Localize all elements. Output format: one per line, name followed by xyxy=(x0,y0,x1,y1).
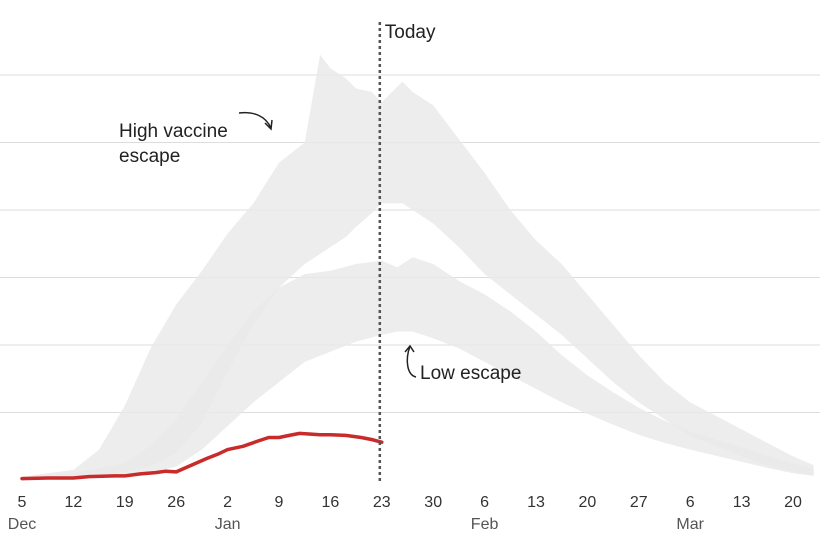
x-tick-label: 6 xyxy=(480,494,489,511)
x-tick-label: 12 xyxy=(65,494,83,511)
annotation-high-line-2: escape xyxy=(119,146,180,167)
x-tick-label: 20 xyxy=(784,494,802,511)
x-tick-label: 13 xyxy=(527,494,545,511)
x-tick-label: 5 xyxy=(18,494,27,511)
x-tick-label: 9 xyxy=(275,494,284,511)
x-axis-months: Dec Jan Feb Mar xyxy=(8,516,705,533)
x-tick-label: 27 xyxy=(630,494,648,511)
x-tick-label: 30 xyxy=(424,494,442,511)
band-low-escape xyxy=(22,257,814,480)
annotation-low-arrowhead xyxy=(404,344,415,353)
annotation-low-arrow xyxy=(406,345,417,378)
annotation-low-escape: Low escape xyxy=(404,344,521,384)
observed-line xyxy=(20,431,384,481)
x-tick-label: 19 xyxy=(116,494,134,511)
annotation-low-line-1: Low escape xyxy=(420,363,521,384)
annotation-high-arrow xyxy=(238,111,272,129)
observed-series xyxy=(20,431,384,481)
month-label: Feb xyxy=(471,516,499,533)
x-tick-label: 16 xyxy=(322,494,340,511)
x-axis-ticks: 5 12 19 26 2 9 16 23 30 6 13 20 27 6 13 20 xyxy=(18,494,802,511)
x-tick-label: 23 xyxy=(373,494,391,511)
x-tick-label: 13 xyxy=(733,494,751,511)
annotation-high-arrowhead xyxy=(264,119,273,131)
x-tick-label: 6 xyxy=(686,494,695,511)
x-tick-label: 20 xyxy=(579,494,597,511)
x-tick-label: 26 xyxy=(167,494,185,511)
month-label: Jan xyxy=(215,516,241,533)
today-label: Today xyxy=(385,22,436,43)
bands xyxy=(22,54,814,481)
month-label: Mar xyxy=(676,516,704,533)
x-tick-label: 2 xyxy=(223,494,232,511)
annotation-high-vaccine-escape: High vaccine escape xyxy=(119,111,273,167)
month-label: Dec xyxy=(8,516,36,533)
annotation-high-line-1: High vaccine xyxy=(119,121,228,142)
